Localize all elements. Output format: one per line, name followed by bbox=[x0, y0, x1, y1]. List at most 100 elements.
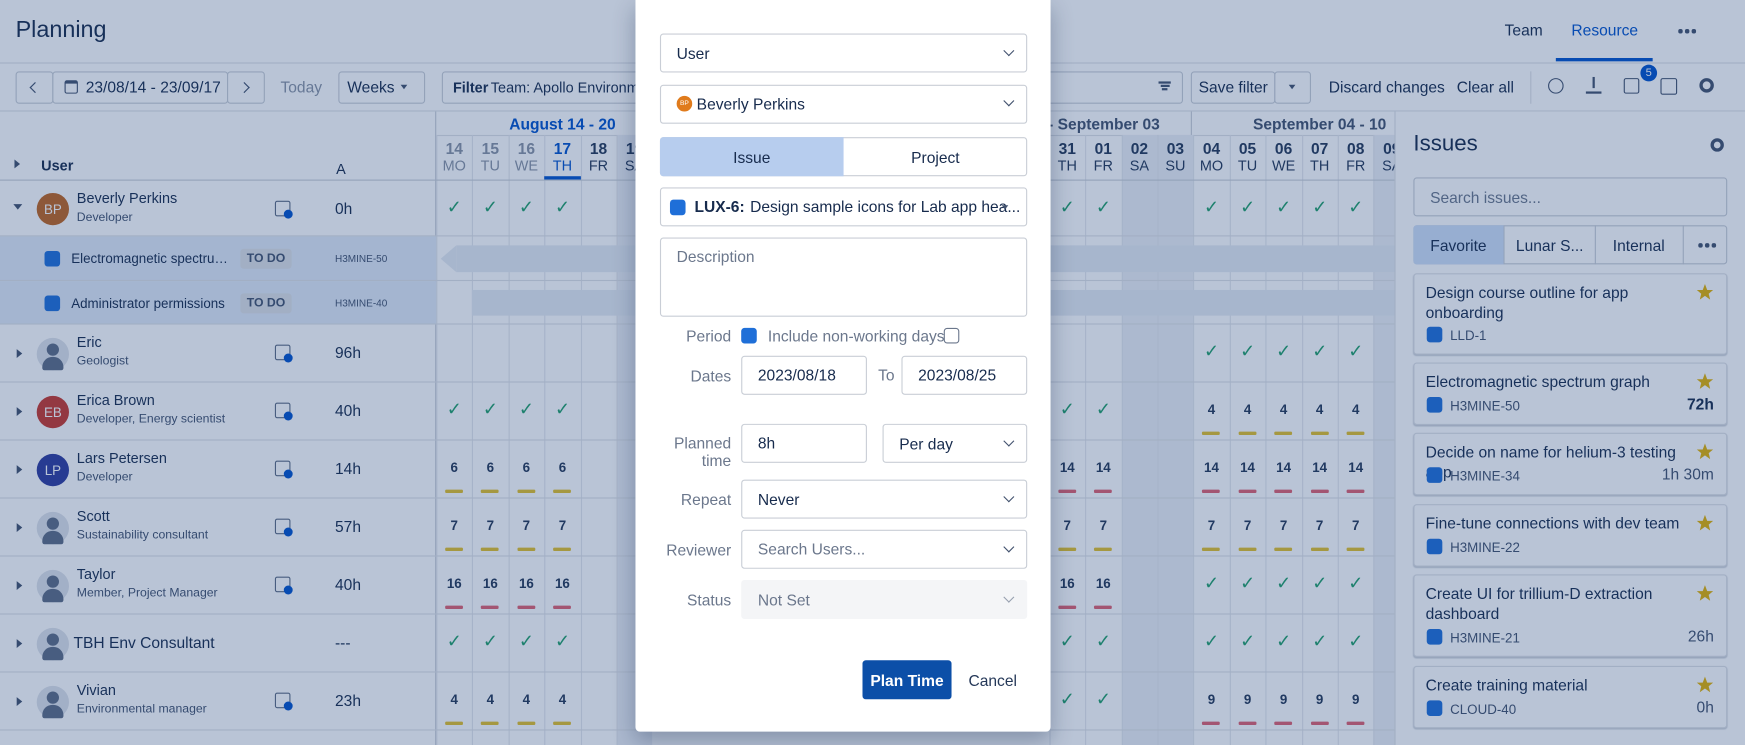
checkbox[interactable] bbox=[1426, 467, 1443, 483]
issue-tab[interactable]: Internal bbox=[1595, 225, 1684, 265]
toggle-project[interactable]: Project bbox=[911, 147, 960, 166]
issue-select[interactable] bbox=[659, 187, 1028, 227]
issue-tab[interactable]: Favorite bbox=[1413, 225, 1505, 265]
checkbox[interactable] bbox=[1426, 700, 1443, 717]
expander[interactable] bbox=[16, 697, 23, 706]
per-select[interactable] bbox=[882, 423, 1028, 463]
user-name: Beverly Perkins bbox=[76, 189, 178, 207]
expander[interactable] bbox=[14, 159, 21, 169]
download-icon[interactable] bbox=[1585, 78, 1602, 94]
tasks-icon[interactable] bbox=[1623, 78, 1640, 94]
issue-card[interactable] bbox=[1413, 504, 1728, 567]
load-bar bbox=[517, 605, 536, 609]
cell-hours: 16 bbox=[446, 575, 462, 592]
checkbox[interactable] bbox=[44, 294, 61, 311]
issue-card[interactable] bbox=[1413, 273, 1728, 355]
load-bar bbox=[1238, 489, 1257, 493]
avatar: EB bbox=[36, 395, 69, 429]
issue-card[interactable] bbox=[1413, 574, 1728, 657]
cell-hours: 4 bbox=[1315, 401, 1324, 418]
next-button[interactable] bbox=[227, 71, 265, 104]
workload-icon[interactable] bbox=[274, 460, 291, 477]
user-type-select[interactable] bbox=[659, 33, 1028, 73]
expander[interactable] bbox=[16, 639, 23, 648]
today-button[interactable]: Today bbox=[280, 78, 323, 96]
expander[interactable] bbox=[16, 581, 23, 590]
checkbox[interactable] bbox=[1426, 326, 1443, 343]
checkbox[interactable] bbox=[741, 327, 757, 344]
workload-icon[interactable] bbox=[274, 692, 291, 709]
settings-icon[interactable] bbox=[1699, 78, 1714, 93]
cell-available: ✓ bbox=[482, 400, 498, 420]
repeat-select[interactable] bbox=[741, 479, 1028, 519]
user-role: Geologist bbox=[76, 354, 129, 369]
issue-search[interactable] bbox=[1413, 177, 1728, 217]
date-range-button[interactable] bbox=[52, 71, 229, 104]
weekday: FR bbox=[588, 157, 609, 174]
workload-icon[interactable] bbox=[274, 518, 291, 535]
cell-hours: 6 bbox=[558, 459, 567, 476]
filter-icon bbox=[1158, 81, 1171, 84]
per-select-value: Per day bbox=[899, 434, 953, 453]
view-select[interactable] bbox=[338, 71, 426, 104]
checkbox[interactable] bbox=[1426, 538, 1443, 555]
save-filter-button[interactable] bbox=[1190, 71, 1276, 104]
cell-hours: 16 bbox=[1095, 575, 1111, 592]
cell-available: ✓ bbox=[1059, 400, 1075, 420]
cancel-button[interactable]: Cancel bbox=[968, 670, 1017, 689]
cell-hours: 7 bbox=[486, 517, 495, 534]
report-icon[interactable] bbox=[1660, 78, 1678, 95]
issue-card[interactable] bbox=[1413, 432, 1728, 496]
plan-time-button[interactable]: Plan Time bbox=[862, 660, 952, 700]
history-icon[interactable] bbox=[1548, 78, 1564, 94]
workload-icon[interactable] bbox=[274, 576, 291, 593]
load-bar bbox=[481, 489, 500, 493]
reviewer-select[interactable] bbox=[741, 529, 1028, 569]
panel-settings[interactable] bbox=[1710, 138, 1724, 152]
discard-button[interactable]: Discard changes bbox=[1328, 78, 1445, 96]
avatar-body bbox=[42, 646, 64, 661]
status-select[interactable] bbox=[741, 579, 1028, 619]
user-column-header: User bbox=[41, 157, 74, 174]
cell-hours: 4 bbox=[1279, 401, 1288, 418]
workload-icon[interactable] bbox=[274, 402, 291, 419]
planned-input[interactable] bbox=[741, 423, 867, 463]
load-bar bbox=[1058, 605, 1076, 609]
expander[interactable] bbox=[16, 523, 23, 532]
issue-tab[interactable]: Lunar S... bbox=[1505, 225, 1596, 265]
clear-button[interactable]: Clear all bbox=[1456, 78, 1514, 96]
checkbox[interactable] bbox=[44, 250, 61, 267]
weekday: WE bbox=[514, 157, 539, 174]
filter-value: Team: Apollo Environmen bbox=[490, 79, 655, 96]
checkbox[interactable] bbox=[1426, 397, 1443, 413]
expander[interactable] bbox=[16, 465, 23, 475]
avatar-head bbox=[46, 691, 59, 704]
cell-available: ✓ bbox=[1276, 632, 1292, 652]
avatar-body bbox=[42, 588, 64, 603]
checkbox[interactable] bbox=[1426, 629, 1443, 645]
load-bar bbox=[1202, 721, 1221, 725]
field-label: Reviewer bbox=[666, 540, 732, 559]
description-field[interactable] bbox=[659, 237, 1028, 317]
expander[interactable] bbox=[16, 407, 23, 417]
issue-card[interactable] bbox=[1413, 665, 1728, 729]
prev-button[interactable] bbox=[15, 71, 54, 104]
expander[interactable] bbox=[16, 349, 23, 359]
checkbox[interactable] bbox=[669, 199, 686, 216]
star-icon bbox=[1696, 373, 1714, 391]
expander[interactable] bbox=[13, 204, 23, 210]
user-select[interactable] bbox=[659, 84, 1028, 124]
cell-hours: 16 bbox=[1059, 575, 1075, 592]
user-hours: 40h bbox=[334, 575, 361, 594]
load-bar bbox=[481, 721, 500, 725]
date-from[interactable] bbox=[741, 355, 867, 395]
cell-hours: 7 bbox=[1279, 517, 1288, 534]
issue-card[interactable] bbox=[1413, 362, 1728, 425]
checkbox[interactable] bbox=[943, 327, 960, 344]
toggle-issue[interactable]: Issue bbox=[659, 137, 844, 177]
date-to[interactable] bbox=[901, 355, 1028, 395]
workload-icon[interactable] bbox=[274, 200, 291, 217]
filter-icon bbox=[1160, 84, 1170, 87]
user-role: Sustainability consultant bbox=[76, 528, 209, 543]
workload-icon[interactable] bbox=[274, 344, 291, 361]
